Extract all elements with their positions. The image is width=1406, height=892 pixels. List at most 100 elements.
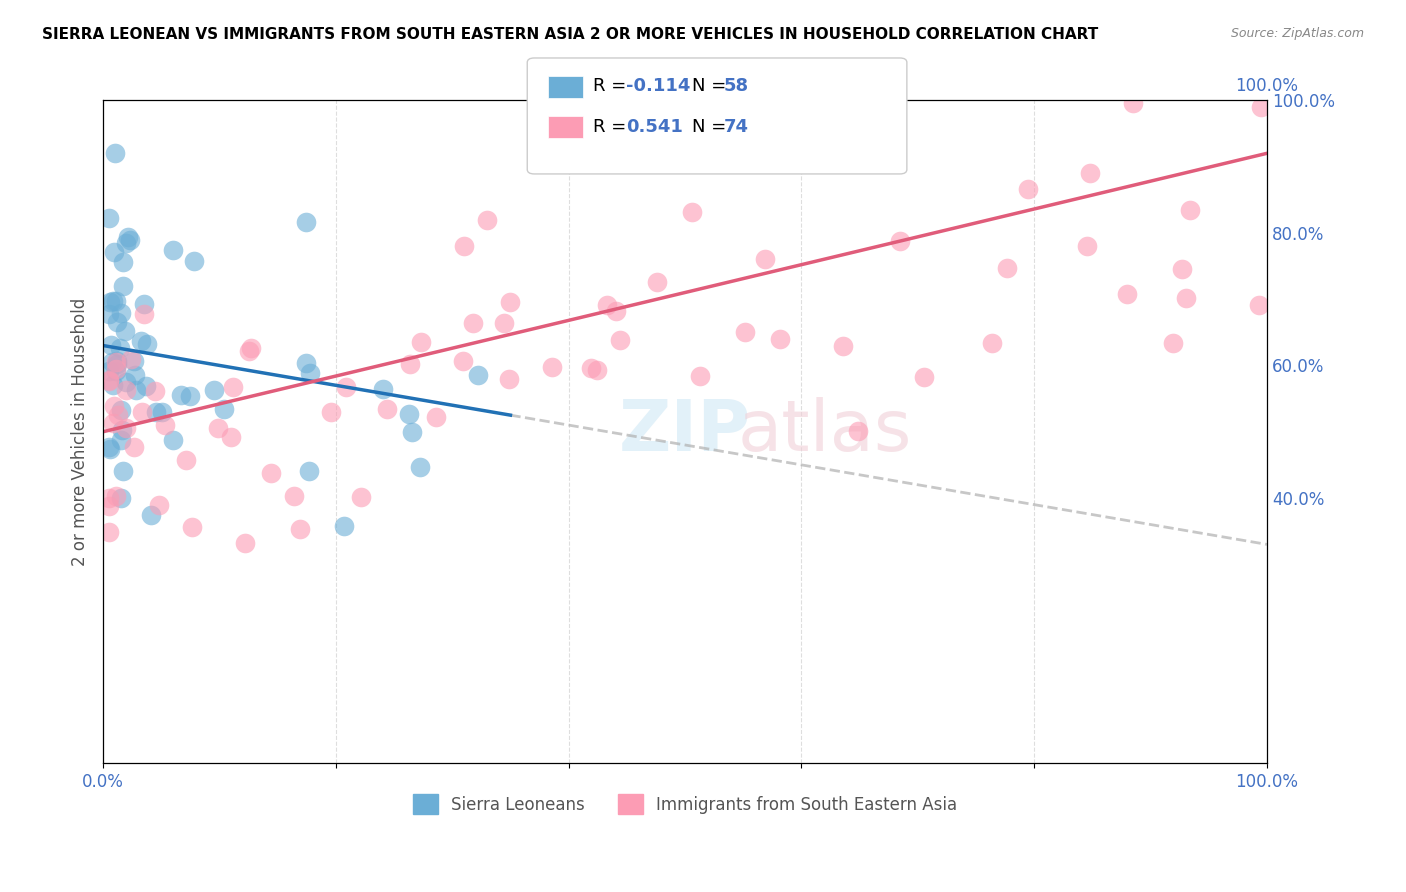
Text: N =: N = bbox=[692, 77, 731, 95]
Point bbox=[97, 307, 120, 321]
Point bbox=[333, 518, 356, 533]
Point bbox=[475, 212, 498, 227]
Point bbox=[233, 536, 256, 550]
Point bbox=[1178, 203, 1201, 218]
Point bbox=[222, 380, 245, 394]
Point bbox=[467, 368, 489, 382]
Point bbox=[117, 229, 139, 244]
Point bbox=[411, 335, 433, 350]
Point bbox=[371, 382, 394, 396]
Point bbox=[398, 357, 420, 371]
Text: Source: ZipAtlas.com: Source: ZipAtlas.com bbox=[1230, 27, 1364, 40]
Point bbox=[115, 420, 138, 434]
Point bbox=[734, 325, 756, 339]
Point bbox=[162, 243, 184, 257]
Point bbox=[110, 306, 132, 320]
Point bbox=[240, 341, 263, 355]
Point bbox=[150, 405, 173, 419]
Point bbox=[579, 360, 602, 375]
Point bbox=[294, 215, 316, 229]
Point bbox=[105, 354, 128, 368]
Point bbox=[111, 423, 134, 437]
Point bbox=[1250, 100, 1272, 114]
Point bbox=[238, 343, 260, 358]
Point bbox=[105, 315, 128, 329]
Point bbox=[451, 354, 474, 368]
Point bbox=[689, 368, 711, 383]
Point bbox=[350, 490, 373, 504]
Point bbox=[108, 341, 131, 355]
Point bbox=[832, 339, 855, 353]
Point bbox=[114, 324, 136, 338]
Point bbox=[335, 380, 357, 394]
Y-axis label: 2 or more Vehicles in Household: 2 or more Vehicles in Household bbox=[72, 298, 89, 566]
Point bbox=[283, 489, 305, 503]
Point bbox=[124, 353, 146, 368]
Point bbox=[115, 236, 138, 251]
Point bbox=[425, 409, 447, 424]
Point bbox=[104, 146, 127, 161]
Point bbox=[492, 316, 515, 330]
Point bbox=[398, 408, 420, 422]
Point bbox=[145, 405, 167, 419]
Point bbox=[132, 307, 155, 321]
Point bbox=[214, 401, 236, 416]
Point bbox=[1017, 182, 1039, 196]
Point bbox=[97, 363, 120, 377]
Point bbox=[143, 384, 166, 398]
Point bbox=[259, 466, 281, 480]
Point bbox=[97, 441, 120, 455]
Text: N =: N = bbox=[692, 118, 731, 136]
Point bbox=[132, 296, 155, 310]
Point bbox=[105, 355, 128, 369]
Point bbox=[202, 383, 225, 397]
Point bbox=[995, 261, 1018, 276]
Legend: Sierra Leoneans, Immigrants from South Eastern Asia: Sierra Leoneans, Immigrants from South E… bbox=[406, 788, 965, 821]
Point bbox=[110, 433, 132, 447]
Point bbox=[104, 489, 127, 503]
Point bbox=[118, 233, 141, 247]
Point bbox=[100, 338, 122, 352]
Point bbox=[101, 355, 124, 369]
Point bbox=[176, 453, 198, 467]
Point bbox=[104, 294, 127, 309]
Point bbox=[595, 298, 617, 312]
Text: 0.541: 0.541 bbox=[626, 118, 682, 136]
Point bbox=[1171, 262, 1194, 277]
Text: R =: R = bbox=[593, 118, 633, 136]
Point bbox=[111, 278, 134, 293]
Point bbox=[912, 370, 935, 384]
Point bbox=[1249, 298, 1271, 312]
Point bbox=[170, 388, 193, 402]
Text: -0.114: -0.114 bbox=[626, 77, 690, 95]
Point bbox=[110, 491, 132, 505]
Point bbox=[97, 373, 120, 387]
Point bbox=[112, 464, 135, 478]
Point bbox=[103, 399, 125, 413]
Point bbox=[1115, 287, 1137, 301]
Point bbox=[97, 499, 120, 513]
Point bbox=[453, 239, 475, 253]
Point bbox=[135, 379, 157, 393]
Point bbox=[207, 421, 229, 435]
Point bbox=[1174, 291, 1197, 305]
Point bbox=[647, 275, 669, 289]
Point bbox=[131, 405, 153, 419]
Point bbox=[1163, 336, 1185, 351]
Point bbox=[375, 402, 398, 417]
Point bbox=[295, 356, 318, 370]
Point bbox=[155, 417, 177, 432]
Point bbox=[124, 441, 146, 455]
Point bbox=[98, 442, 121, 456]
Point bbox=[298, 464, 321, 478]
Point bbox=[114, 376, 136, 390]
Text: 74: 74 bbox=[724, 118, 749, 136]
Point bbox=[114, 383, 136, 397]
Point bbox=[540, 359, 562, 374]
Point bbox=[498, 371, 520, 385]
Point bbox=[101, 378, 124, 392]
Point bbox=[290, 522, 312, 536]
Point bbox=[112, 255, 135, 269]
Point bbox=[110, 403, 132, 417]
Point bbox=[609, 334, 631, 348]
